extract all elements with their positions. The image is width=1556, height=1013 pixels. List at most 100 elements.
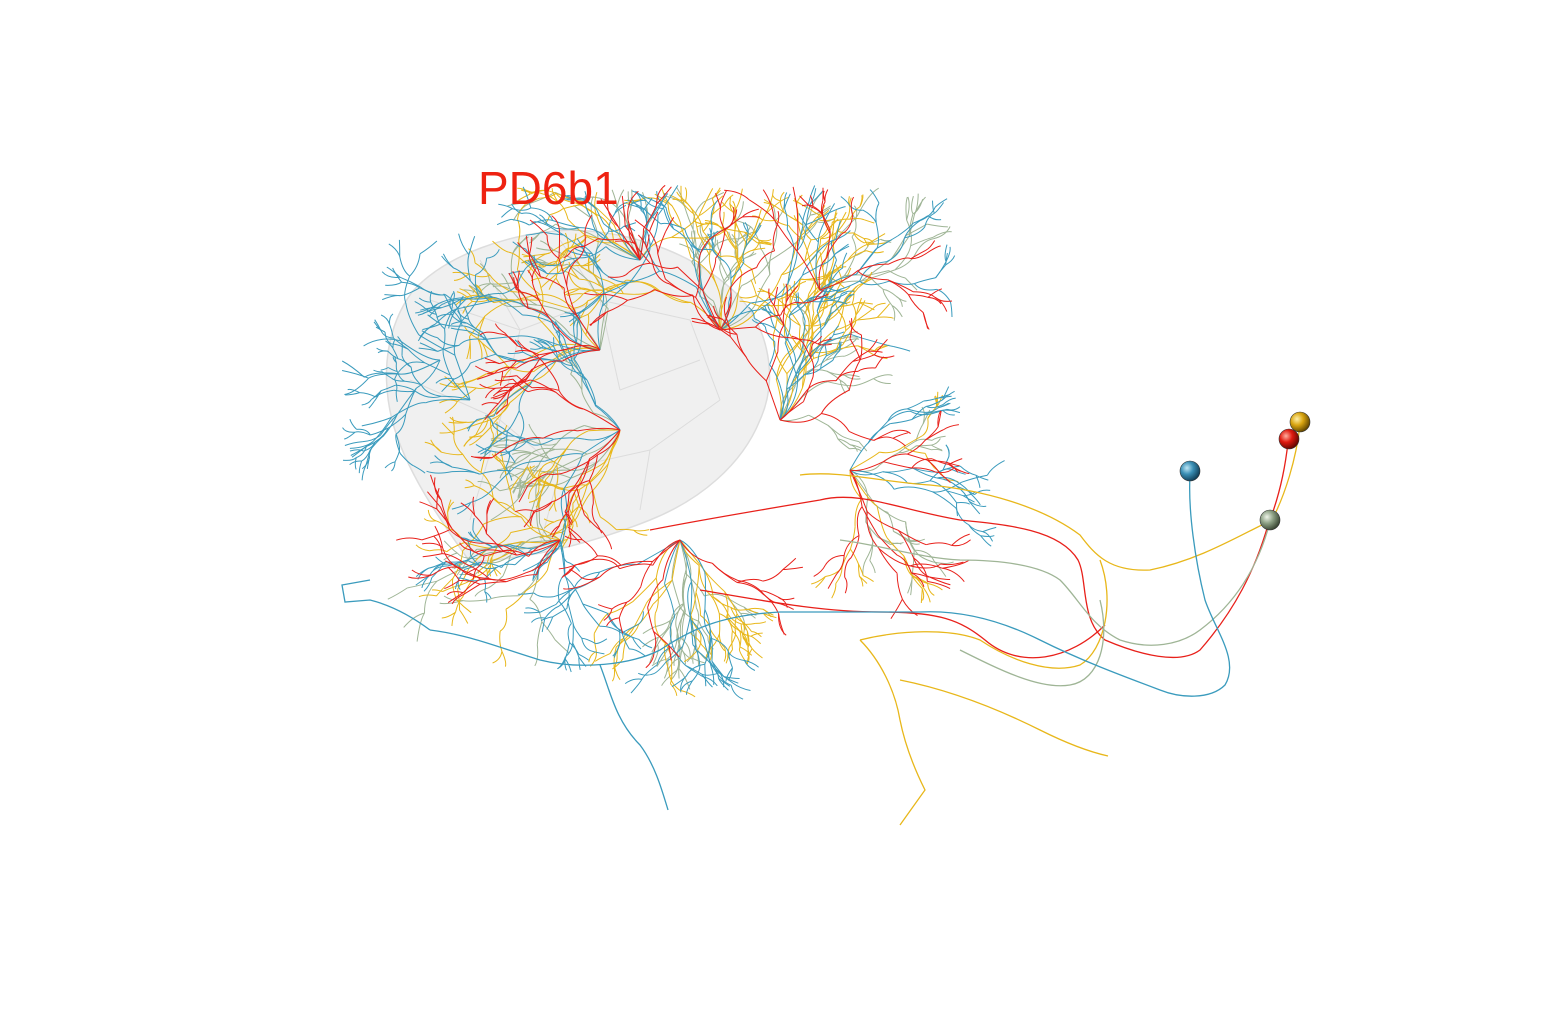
dendrite-segment-648 xyxy=(832,584,836,599)
dendrite-segment-251 xyxy=(737,579,763,582)
dendrite-segment-584 xyxy=(969,501,980,514)
dendrite-segment-664 xyxy=(904,436,923,447)
dendrite-segment-335 xyxy=(927,224,948,227)
dendrite-segment-818 xyxy=(375,428,388,442)
dendrite-segment-654 xyxy=(459,234,469,255)
dendrite-segment-554 xyxy=(708,592,720,613)
dendrite-segment-343 xyxy=(892,306,902,317)
dendrite-segment-613 xyxy=(802,239,810,261)
dendrite-segment-276 xyxy=(877,304,889,318)
dendrite-segment-755 xyxy=(389,244,400,257)
dendrite-segment-481 xyxy=(704,570,725,592)
dendrite-segment-528 xyxy=(589,651,597,662)
dendrite-segment-309 xyxy=(923,313,927,329)
dendrite-segment-25 xyxy=(512,219,530,225)
dendrite-segment-328 xyxy=(912,196,914,214)
dendrite-segment-280 xyxy=(693,648,695,664)
neuron-sage-soma[interactable] xyxy=(1260,510,1280,530)
dendrite-segment-98 xyxy=(724,195,733,205)
dendrite-segment-519 xyxy=(890,420,912,424)
dendrite-segment-347 xyxy=(952,534,970,545)
dendrite-segment-385 xyxy=(907,454,927,460)
dendrite-segment-222 xyxy=(776,350,794,380)
neuron-blue-tract-4 xyxy=(600,665,668,810)
dendrite-segment-253 xyxy=(783,558,796,569)
dendrite-segment-367 xyxy=(814,565,826,577)
dendrite-segment-341 xyxy=(896,296,906,301)
dendrite-segment-239 xyxy=(740,296,757,299)
dendrite-segment-45 xyxy=(752,269,756,284)
dendrite-segment-314 xyxy=(797,217,798,252)
dendrite-segment-130 xyxy=(850,318,852,339)
dendrite-segment-356 xyxy=(634,530,650,531)
dendrite-segment-449 xyxy=(506,591,526,609)
dendrite-segment-384 xyxy=(932,436,946,440)
dendrite-segment-610 xyxy=(846,207,850,220)
dendrite-segment-78 xyxy=(835,246,849,254)
dendrite-segment-338 xyxy=(583,604,608,613)
dendrite-segment-119 xyxy=(849,431,874,440)
dendrite-segment-505 xyxy=(914,284,936,290)
dendrite-segment-313 xyxy=(857,188,879,216)
dendrite-segment-452 xyxy=(518,593,534,594)
dendrite-segment-374 xyxy=(863,560,866,575)
dendrite-segment-359 xyxy=(891,599,903,619)
dendrite-segment-125 xyxy=(821,390,849,414)
dendrite-segment-525 xyxy=(942,387,948,400)
dendrite-segment-363 xyxy=(893,531,908,540)
dendrite-segment-280 xyxy=(598,605,612,609)
dendrite-segment-426 xyxy=(631,679,642,693)
dendrite-segment-493 xyxy=(913,216,928,224)
dendrite-segment-756 xyxy=(410,254,420,276)
dendrite-segment-100 xyxy=(850,449,862,452)
dendrite-segment-362 xyxy=(851,536,859,558)
dendrite-segment-443 xyxy=(547,617,553,630)
dendrite-segment-566 xyxy=(946,445,949,457)
dendrite-segment-438 xyxy=(545,606,559,618)
neuron-red-soma[interactable] xyxy=(1279,429,1299,449)
dendrite-segment-252 xyxy=(763,570,783,582)
dendrite-segment-106 xyxy=(868,351,882,352)
dendrite-segment-102 xyxy=(876,357,884,368)
dendrite-segment-101 xyxy=(858,368,876,372)
dendrite-segment-622 xyxy=(773,196,781,201)
dendrite-segment-526 xyxy=(594,613,608,633)
dendrite-segment-275 xyxy=(627,587,641,603)
dendrite-segment-96 xyxy=(712,188,720,199)
dendrite-segment-46 xyxy=(742,217,760,218)
dendrite-segment-278 xyxy=(873,303,886,309)
dendrite-segment-564 xyxy=(732,631,739,647)
dendrite-segment-447 xyxy=(540,604,556,612)
dendrite-segment-200 xyxy=(489,573,526,580)
neuron-gold-soma[interactable] xyxy=(1290,412,1310,432)
dendrite-segment-364 xyxy=(845,577,847,593)
dendrite-segment-402 xyxy=(683,617,691,646)
dendrite-segment-809 xyxy=(385,462,395,468)
dendrite-segment-452 xyxy=(502,651,506,666)
dendrite-segment-102 xyxy=(685,188,686,202)
dendrite-segment-230 xyxy=(486,514,487,533)
dendrite-segment-649 xyxy=(825,568,842,577)
dendrite-segment-833 xyxy=(359,461,361,473)
dendrite-segment-553 xyxy=(983,527,997,531)
dendrite-segment-108 xyxy=(874,355,894,358)
dendrite-segment-247 xyxy=(555,640,569,654)
dendrite-segment-450 xyxy=(500,609,506,631)
neuron-blue-soma[interactable] xyxy=(1180,461,1200,481)
dendrite-segment-431 xyxy=(702,673,719,675)
dendrite-segment-383 xyxy=(916,439,932,441)
dendrite-segment-486 xyxy=(752,649,762,658)
dendrite-segment-316 xyxy=(774,220,797,252)
dendrite-segment-249 xyxy=(535,645,538,666)
dendrite-segment-249 xyxy=(778,597,794,599)
dendrite-segment-774 xyxy=(374,370,383,372)
dendrite-segment-257 xyxy=(779,614,787,636)
dendrite-segment-816 xyxy=(343,428,356,433)
dendrite-segment-535 xyxy=(947,407,960,410)
dendrite-segment-539 xyxy=(696,566,699,593)
dendrite-segment-757 xyxy=(420,241,437,254)
neuron-gold-tract-4 xyxy=(900,680,1108,756)
dendrite-segment-724 xyxy=(376,327,385,332)
